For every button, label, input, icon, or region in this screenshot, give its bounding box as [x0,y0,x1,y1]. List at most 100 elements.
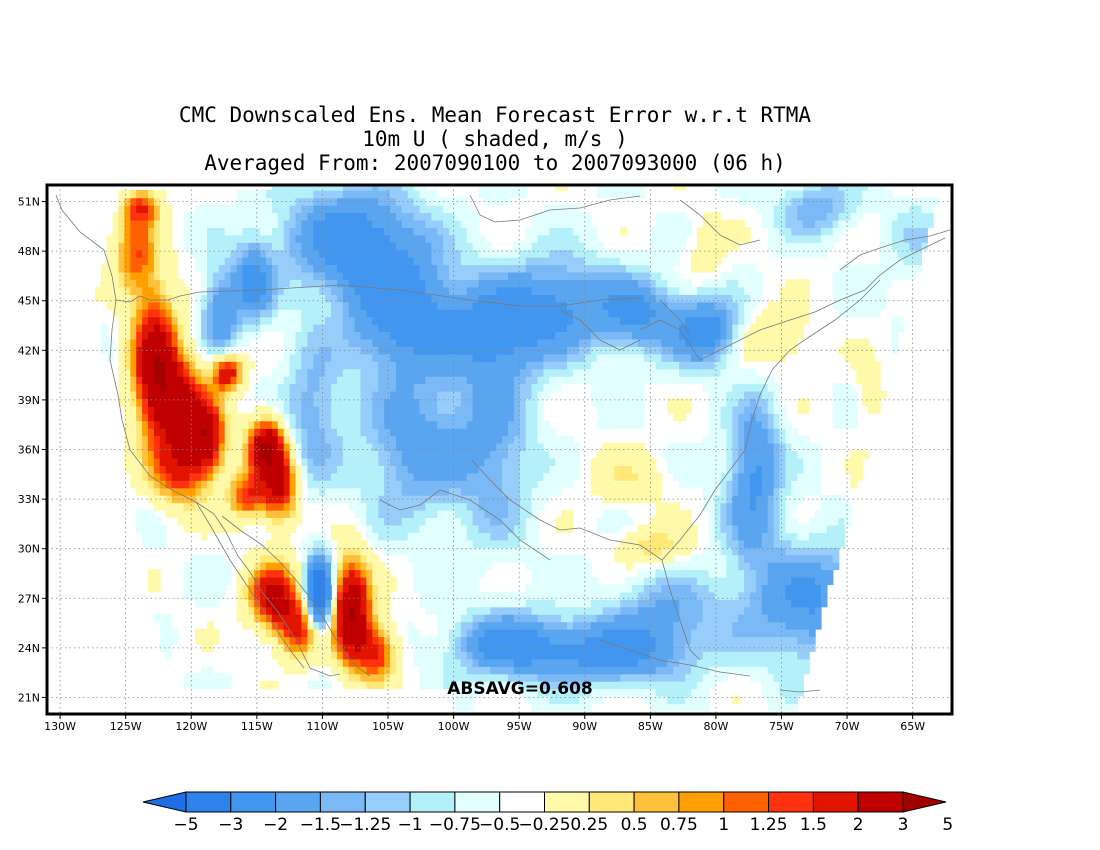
field-cell [348,539,356,548]
field-cell [384,390,391,399]
field-cell [649,353,657,362]
field-cell [407,390,415,399]
field-cell [437,420,444,429]
field-cell [726,338,734,347]
field-cell [643,673,651,682]
field-cell [584,614,592,623]
field-cell [685,323,692,333]
field-cell [567,465,574,474]
field-cell [714,509,722,518]
field-cell [283,502,291,511]
field-cell [478,636,486,645]
field-cell [342,368,350,377]
field-cell [472,651,480,660]
field-cell [826,517,834,526]
field-cell [637,353,645,362]
field-cell [401,457,409,466]
field-cell [413,569,421,578]
field-cell [266,405,273,414]
field-cell [685,621,692,630]
field-cell [543,614,551,623]
field-cell [165,413,173,422]
field-cell [289,591,297,600]
field-cell [366,398,374,407]
field-cell [218,398,226,407]
field-cell [366,666,374,675]
field-cell [254,457,261,466]
field-cell [390,509,397,518]
field-cell [395,465,403,474]
field-cell [567,554,574,563]
field-cell [626,651,633,660]
field-cell [366,561,374,571]
field-cell [295,465,303,474]
field-cell [791,450,798,459]
field-cell [224,390,232,399]
field-cell [791,331,798,340]
field-cell [620,457,627,466]
field-cell [525,472,533,481]
field-cell [685,517,692,526]
field-cell [295,576,303,585]
field-cell [413,465,421,474]
field-cell [649,346,657,355]
field-cell [649,591,657,600]
field-cell [567,636,574,645]
field-cell [773,651,781,660]
field-cell [395,457,403,466]
field-cell [868,390,875,399]
field-cell [301,569,309,578]
field-cell [325,651,332,660]
field-cell [466,554,474,563]
field-cell [584,666,592,675]
field-cell [797,591,804,600]
field-cell [136,338,143,347]
field-cell [614,472,621,481]
field-cell [395,331,403,340]
field-cell [460,584,468,593]
field-cell [549,621,556,630]
field-cell [561,554,568,563]
field-cell [325,472,332,481]
field-cell [549,614,556,623]
field-cell [354,636,362,645]
field-cell [378,599,385,608]
field-cell [785,673,793,682]
field-cell [366,420,374,429]
field-cell [726,643,734,652]
field-cell [767,413,775,422]
field-cell [159,442,167,452]
field-cell [254,576,261,585]
field-cell [590,614,598,623]
field-cell [572,554,580,563]
field-cell [525,442,533,452]
field-cell [602,442,610,452]
field-cell [472,658,480,667]
field-cell [667,651,675,660]
field-cell [460,614,468,623]
field-cell [850,405,858,414]
field-cell [702,554,710,563]
field-cell [667,599,675,608]
field-cell [242,487,250,496]
field-cell [732,450,739,459]
field-cell [212,361,220,370]
field-cell [667,584,675,593]
field-cell [437,413,444,422]
field-cell [478,502,486,511]
field-cell [460,487,468,496]
field-cell [218,487,226,496]
field-cell [726,561,734,571]
field-cell [390,323,397,333]
field-cell [242,457,250,466]
field-cell [153,524,161,533]
field-cell [602,390,610,399]
field-cell [437,532,444,541]
field-cell [602,524,610,533]
field-cell [460,361,468,370]
field-cell [342,621,350,630]
field-cell [531,375,539,385]
field-cell [490,524,497,533]
field-cell [348,398,356,407]
field-cell [614,405,621,414]
